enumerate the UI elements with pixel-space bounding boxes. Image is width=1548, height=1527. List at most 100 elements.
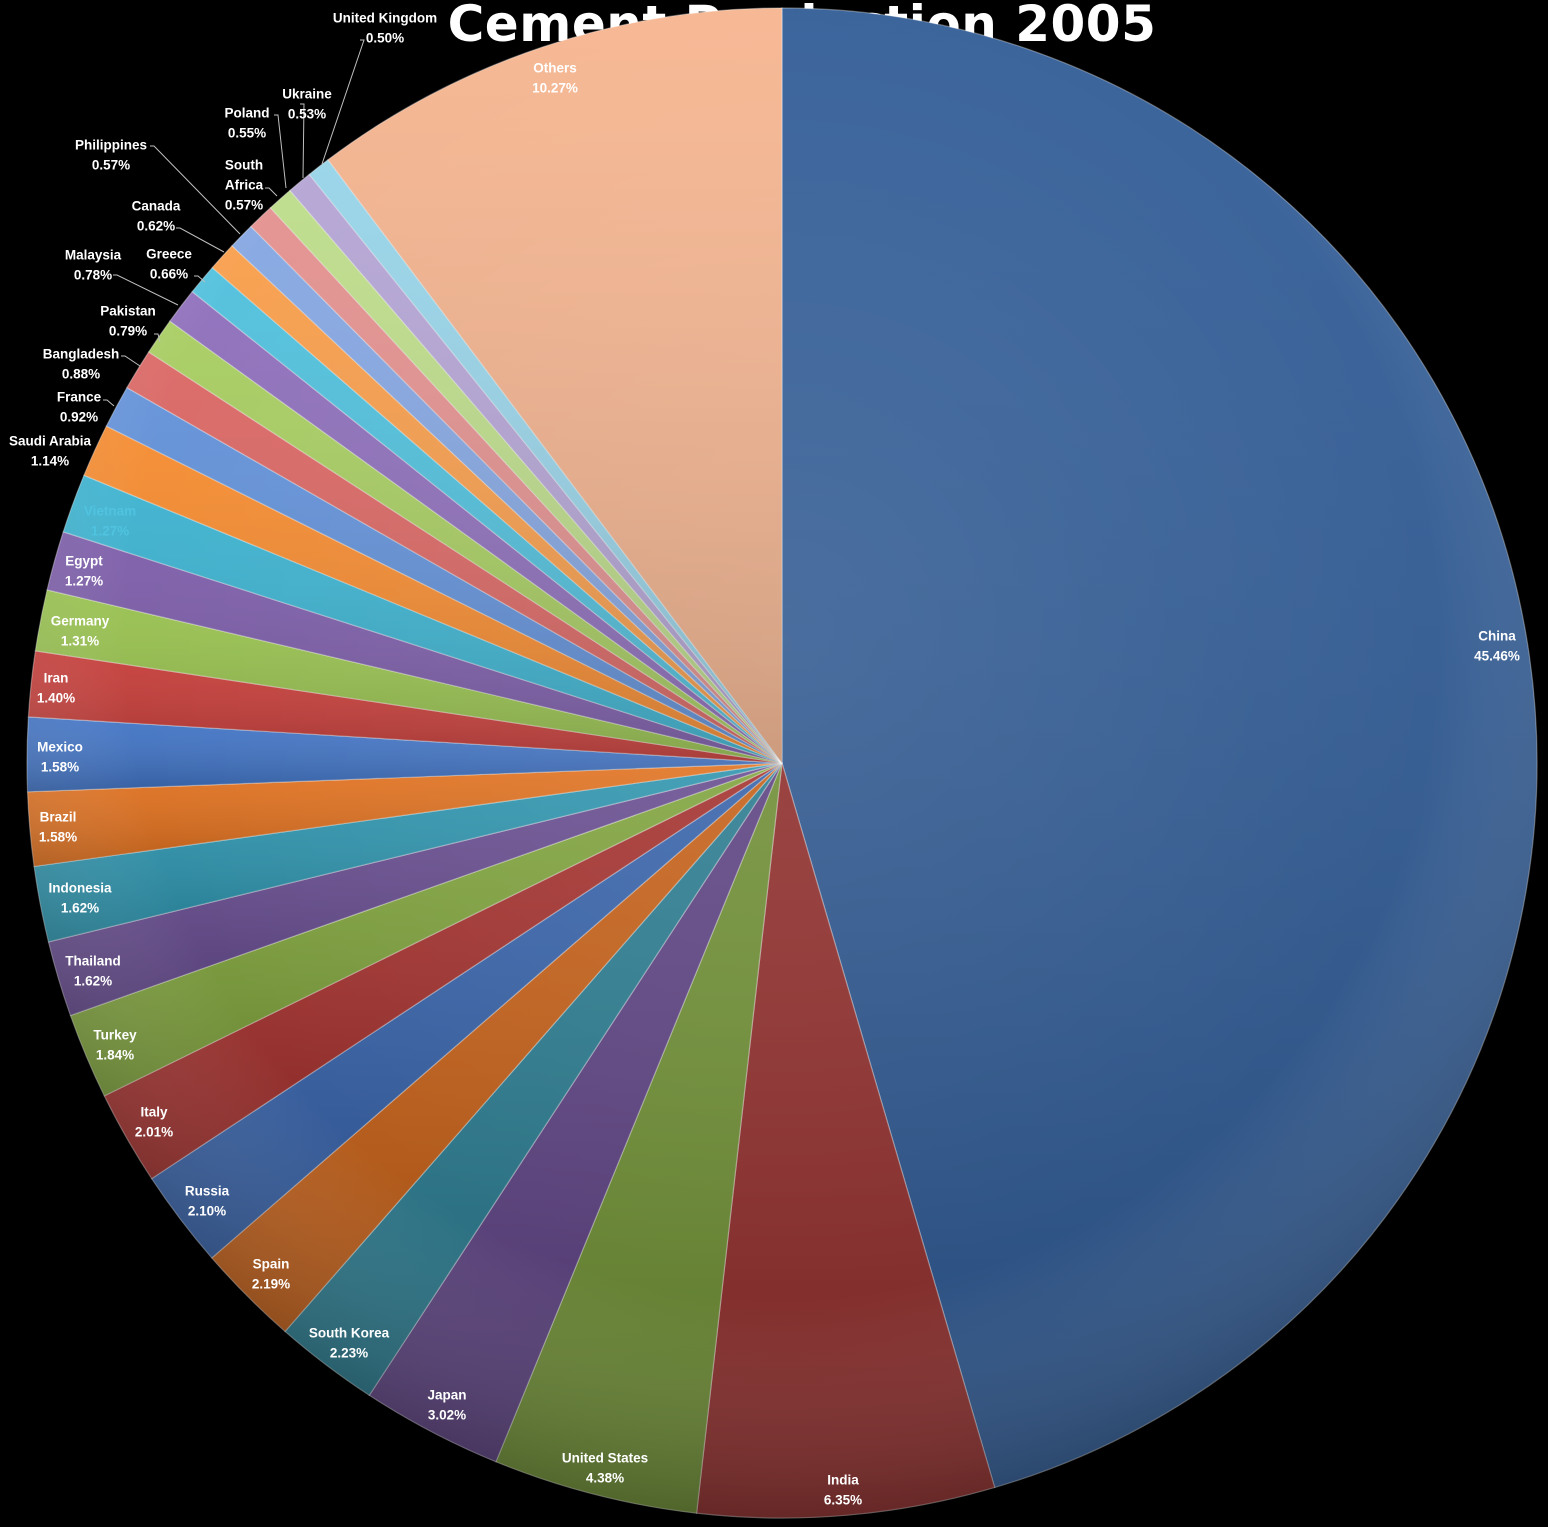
slice-label-name-malaysia: Malaysia bbox=[65, 248, 122, 263]
slice-label-value-united-states: 4.38% bbox=[586, 1471, 624, 1486]
slice-label-value-south-korea: 2.23% bbox=[330, 1346, 368, 1361]
slice-label-value-south-africa: 0.57% bbox=[225, 198, 263, 213]
slice-label-south-korea: South Korea 2.23% bbox=[309, 1326, 390, 1361]
slice-label-value-canada: 0.62% bbox=[137, 219, 175, 234]
slice-label-value-others: 10.27% bbox=[532, 81, 578, 96]
slice-label-value-france: 0.92% bbox=[60, 410, 98, 425]
slice-label-spain: Spain 2.19% bbox=[252, 1257, 290, 1292]
slice-label-brazil: Brazil 1.58% bbox=[39, 810, 77, 845]
leader-line-philippines bbox=[150, 145, 241, 235]
slice-label-value-spain: 2.19% bbox=[252, 1277, 290, 1292]
slice-label-value-thailand: 1.62% bbox=[74, 974, 112, 989]
slice-label-germany: Germany 1.31% bbox=[51, 614, 110, 649]
leader-line-pakistan bbox=[154, 333, 161, 343]
slice-label-name-united-states: United States bbox=[562, 1451, 648, 1466]
slice-label-name-poland: Poland bbox=[224, 106, 269, 121]
slice-label-name-china: China bbox=[1478, 629, 1516, 644]
slice-label-value-bangladesh: 0.88% bbox=[62, 367, 100, 382]
slice-label-name-pakistan: Pakistan bbox=[100, 304, 156, 319]
slice-label-value-mexico: 1.58% bbox=[41, 760, 79, 775]
slice-label-philippines: Philippines 0.57% bbox=[75, 138, 147, 173]
slice-label-ukraine: Ukraine 0.53% bbox=[282, 87, 332, 122]
slice-label-united-kingdom: United Kingdom 0.50% bbox=[333, 11, 437, 46]
slice-label-value-indonesia: 1.62% bbox=[61, 901, 99, 916]
slice-label-value-saudi-arabia: 1.14% bbox=[31, 454, 69, 469]
slice-label-saudi-arabia: Saudi Arabia 1.14% bbox=[9, 434, 92, 469]
slice-label-name-india: India bbox=[827, 1473, 859, 1488]
slice-label-value-brazil: 1.58% bbox=[39, 830, 77, 845]
slice-label-value-italy: 2.01% bbox=[135, 1125, 173, 1140]
slice-label-indonesia: Indonesia 1.62% bbox=[48, 881, 112, 916]
slice-label-india: India 6.35% bbox=[824, 1473, 862, 1508]
slice-label-name-iran: Iran bbox=[44, 671, 69, 686]
slice-label-iran: Iran 1.40% bbox=[37, 671, 75, 706]
slice-label-name-brazil: Brazil bbox=[40, 810, 77, 825]
slice-label-greece: Greece 0.66% bbox=[146, 247, 192, 282]
slice-label-egypt: Egypt 1.27% bbox=[65, 554, 103, 589]
slice-label-malaysia: Malaysia 0.78% bbox=[65, 248, 122, 283]
slice-label-value-germany: 1.31% bbox=[61, 634, 99, 649]
slice-label-value-egypt: 1.27% bbox=[65, 574, 103, 589]
slice-label-japan: Japan 3.02% bbox=[427, 1388, 466, 1423]
slice-label-russia: Russia 2.10% bbox=[185, 1184, 230, 1219]
slice-label-pakistan: Pakistan 0.79% bbox=[100, 304, 156, 339]
slice-label-name-germany: Germany bbox=[51, 614, 110, 629]
slice-labels: China 45.46% India 6.35% United States 4.38% J… bbox=[9, 11, 1520, 1508]
slice-label-name-bangladesh: Bangladesh bbox=[43, 347, 120, 362]
slice-label-mexico: Mexico 1.58% bbox=[37, 740, 83, 775]
slice-label-others: Others 10.27% bbox=[532, 61, 578, 96]
slice-label-china: China 45.46% bbox=[1474, 629, 1520, 664]
slice-label-name-south-korea: South Korea bbox=[309, 1326, 390, 1341]
slice-label-name-thailand: Thailand bbox=[65, 954, 121, 969]
leader-line-united-kingdom bbox=[321, 39, 365, 165]
slice-label-value-ukraine: 0.53% bbox=[288, 107, 326, 122]
slice-label-name-mexico: Mexico bbox=[37, 740, 83, 755]
leader-lines bbox=[103, 39, 365, 407]
slice-label-name-south-africa: Africa bbox=[225, 178, 264, 193]
leader-line-south-africa bbox=[265, 187, 278, 197]
slice-label-value-philippines: 0.57% bbox=[92, 158, 130, 173]
slice-label-south-africa: South Africa 0.57% bbox=[225, 158, 264, 213]
slice-label-name-ukraine: Ukraine bbox=[282, 87, 332, 102]
slice-label-thailand: Thailand 1.62% bbox=[65, 954, 121, 989]
slice-label-bangladesh: Bangladesh 0.88% bbox=[43, 347, 120, 382]
slice-label-italy: Italy 2.01% bbox=[135, 1105, 173, 1140]
leader-line-bangladesh bbox=[121, 355, 141, 367]
slice-label-value-poland: 0.55% bbox=[228, 126, 266, 141]
slice-label-value-iran: 1.40% bbox=[37, 691, 75, 706]
slice-label-value-malaysia: 0.78% bbox=[74, 268, 112, 283]
slice-label-value-china: 45.46% bbox=[1474, 649, 1520, 664]
slice-label-vietnam: Vietnam 1.27% bbox=[84, 504, 136, 539]
slice-label-name-vietnam: Vietnam bbox=[84, 504, 136, 519]
slice-label-value-india: 6.35% bbox=[824, 1493, 862, 1508]
slice-label-value-vietnam: 1.27% bbox=[91, 524, 129, 539]
slice-label-name-philippines: Philippines bbox=[75, 138, 147, 153]
slice-label-name-saudi-arabia: Saudi Arabia bbox=[9, 434, 92, 449]
slice-label-name-united-kingdom: United Kingdom bbox=[333, 11, 437, 26]
slice-label-value-russia: 2.10% bbox=[188, 1204, 226, 1219]
leader-line-malaysia bbox=[113, 274, 179, 306]
leader-line-poland bbox=[274, 114, 287, 189]
slice-label-value-japan: 3.02% bbox=[428, 1408, 466, 1423]
slice-label-value-pakistan: 0.79% bbox=[109, 324, 147, 339]
slice-label-name-egypt: Egypt bbox=[65, 554, 103, 569]
slice-label-united-states: United States 4.38% bbox=[562, 1451, 648, 1486]
slice-label-name-south-africa: South bbox=[225, 158, 263, 173]
leader-line-ukraine bbox=[300, 103, 305, 179]
slice-label-value-greece: 0.66% bbox=[150, 267, 188, 282]
slice-label-name-japan: Japan bbox=[427, 1388, 466, 1403]
leader-line-france bbox=[103, 399, 115, 407]
slice-label-name-france: France bbox=[57, 390, 102, 405]
slice-label-turkey: Turkey 1.84% bbox=[93, 1028, 137, 1063]
slice-label-name-spain: Spain bbox=[253, 1257, 290, 1272]
slice-label-name-russia: Russia bbox=[185, 1184, 230, 1199]
slice-label-name-italy: Italy bbox=[140, 1105, 168, 1120]
leader-line-canada bbox=[176, 227, 225, 253]
slice-label-name-greece: Greece bbox=[146, 247, 192, 262]
slice-label-poland: Poland 0.55% bbox=[224, 106, 269, 141]
slice-label-name-others: Others bbox=[533, 61, 577, 76]
slice-label-name-canada: Canada bbox=[132, 199, 181, 214]
slice-label-value-turkey: 1.84% bbox=[96, 1048, 134, 1063]
leader-line-greece bbox=[194, 275, 206, 283]
